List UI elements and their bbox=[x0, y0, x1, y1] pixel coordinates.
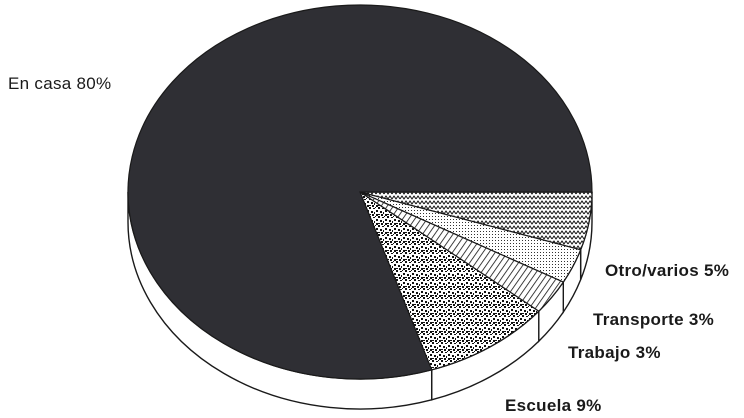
pie-slice-escuela bbox=[358, 190, 540, 371]
slice-label-trabajo: Trabajo 3% bbox=[568, 343, 661, 362]
slice-label-escuela: Escuela 9% bbox=[505, 396, 602, 415]
slice-label-transporte: Transporte 3% bbox=[593, 310, 715, 329]
slice-label-en-casa: En casa 80% bbox=[8, 74, 112, 93]
pie-slice-en-casa bbox=[127, 4, 593, 380]
slice-label-otro-varios: Otro/varios 5% bbox=[605, 261, 730, 280]
